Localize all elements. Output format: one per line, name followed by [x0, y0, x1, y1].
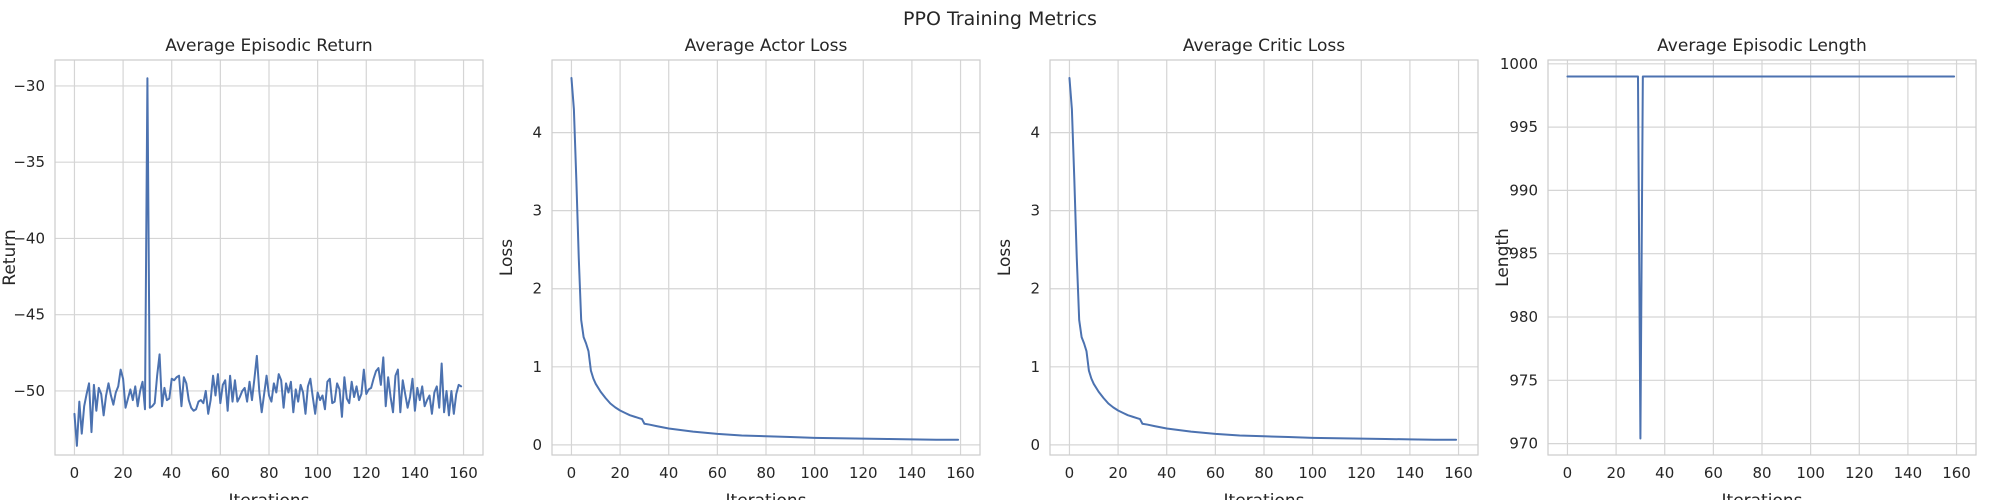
y-tick-label: 1	[532, 358, 542, 376]
x-tick-label: 0	[70, 464, 80, 482]
y-tick-label: 990	[1509, 181, 1538, 199]
y-tick-label: −35	[13, 153, 45, 171]
x-tick-label: 140	[1894, 464, 1923, 482]
y-tick-label: 4	[1030, 124, 1040, 142]
panel-title: Average Critic Loss	[1183, 36, 1345, 56]
y-tick-label: 3	[532, 202, 542, 220]
y-tick-label: −45	[13, 306, 45, 324]
x-tick-label: 80	[756, 464, 775, 482]
x-tick-label: 100	[800, 464, 829, 482]
x-tick-label: 0	[1563, 464, 1573, 482]
y-tick-label: 2	[532, 280, 542, 298]
panel-title: Average Episodic Length	[1657, 36, 1867, 56]
y-tick-label: −30	[13, 77, 45, 95]
x-tick-label: 140	[898, 464, 927, 482]
y-tick-label: −50	[13, 382, 45, 400]
y-axis-label: Return	[0, 229, 20, 285]
x-tick-label: 160	[1942, 464, 1971, 482]
panel-title: Average Actor Loss	[685, 36, 848, 56]
x-tick-label: 120	[1347, 464, 1376, 482]
y-axis-label: Loss	[995, 239, 1015, 276]
series-line	[1566, 75, 1956, 440]
panel-3: 0 20 40 60 80 100 120 140 160 0 1 2 3 4 Average Critic…	[995, 36, 1479, 500]
y-tick-label: 0	[1030, 436, 1040, 454]
x-axis-label: Iterations	[1722, 491, 1803, 500]
x-tick-label: 40	[659, 464, 678, 482]
x-axis-label: Iterations	[726, 491, 807, 500]
panel-title: Average Episodic Return	[165, 36, 372, 56]
x-tick-label: 60	[1206, 464, 1225, 482]
x-tick-label: 20	[611, 464, 630, 482]
y-tick-label: 985	[1509, 245, 1538, 263]
y-tick-label: 970	[1509, 435, 1538, 453]
x-tick-label: 0	[1065, 464, 1075, 482]
x-tick-label: 20	[1607, 464, 1626, 482]
x-tick-label: 0	[567, 464, 577, 482]
series-line	[570, 76, 960, 441]
x-tick-label: 60	[211, 464, 230, 482]
plot-frame	[1049, 59, 1479, 456]
y-tick-label: 995	[1509, 118, 1538, 136]
series-line	[73, 77, 463, 447]
x-tick-label: 20	[114, 464, 133, 482]
x-tick-label: 160	[946, 464, 975, 482]
x-tick-label: 140	[1396, 464, 1425, 482]
x-tick-label: 60	[708, 464, 727, 482]
panel-4: 0 20 40 60 80 100 120 140 160 1000 995 990 985 980 975…	[1493, 36, 1977, 500]
x-tick-label: 100	[1298, 464, 1327, 482]
x-tick-label: 80	[259, 464, 278, 482]
y-axis-label: Loss	[497, 239, 517, 276]
x-tick-label: 120	[352, 464, 381, 482]
y-tick-label: 3	[1030, 202, 1040, 220]
y-tick-label: 0	[532, 436, 542, 454]
panel-2: 0 20 40 60 80 100 120 140 160 0 1 2 3 4 Average Actor …	[497, 36, 981, 500]
y-tick-label: 4	[532, 124, 542, 142]
plot-frame	[54, 59, 484, 456]
y-tick-label: 980	[1509, 308, 1538, 326]
x-tick-label: 20	[1109, 464, 1128, 482]
x-tick-label: 100	[303, 464, 332, 482]
x-tick-label: 40	[1157, 464, 1176, 482]
figure-suptitle: PPO Training Metrics	[903, 8, 1097, 30]
y-axis-label: Length	[1493, 228, 1513, 287]
y-tick-label: 1	[1030, 358, 1040, 376]
x-tick-label: 120	[1845, 464, 1874, 482]
panel-1: 0 20 40 60 80 100 120 140 160 −30 −35 −40 −45 −50 Aver…	[0, 36, 484, 500]
y-tick-label: −40	[13, 229, 45, 247]
x-tick-label: 40	[162, 464, 181, 482]
x-tick-label: 160	[449, 464, 478, 482]
x-tick-label: 80	[1752, 464, 1771, 482]
x-tick-label: 80	[1254, 464, 1273, 482]
plot-frame	[1547, 59, 1977, 456]
x-axis-label: Iterations	[1224, 491, 1305, 500]
plot-frame	[551, 59, 981, 456]
x-tick-label: 60	[1704, 464, 1723, 482]
x-tick-label: 140	[401, 464, 430, 482]
x-tick-label: 120	[849, 464, 878, 482]
y-tick-label: 1000	[1500, 55, 1538, 73]
series-line	[1068, 76, 1458, 441]
y-tick-label: 2	[1030, 280, 1040, 298]
x-tick-label: 160	[1444, 464, 1473, 482]
x-axis-label: Iterations	[229, 491, 310, 500]
x-tick-label: 100	[1796, 464, 1825, 482]
y-tick-label: 975	[1509, 371, 1538, 389]
x-tick-label: 40	[1655, 464, 1674, 482]
